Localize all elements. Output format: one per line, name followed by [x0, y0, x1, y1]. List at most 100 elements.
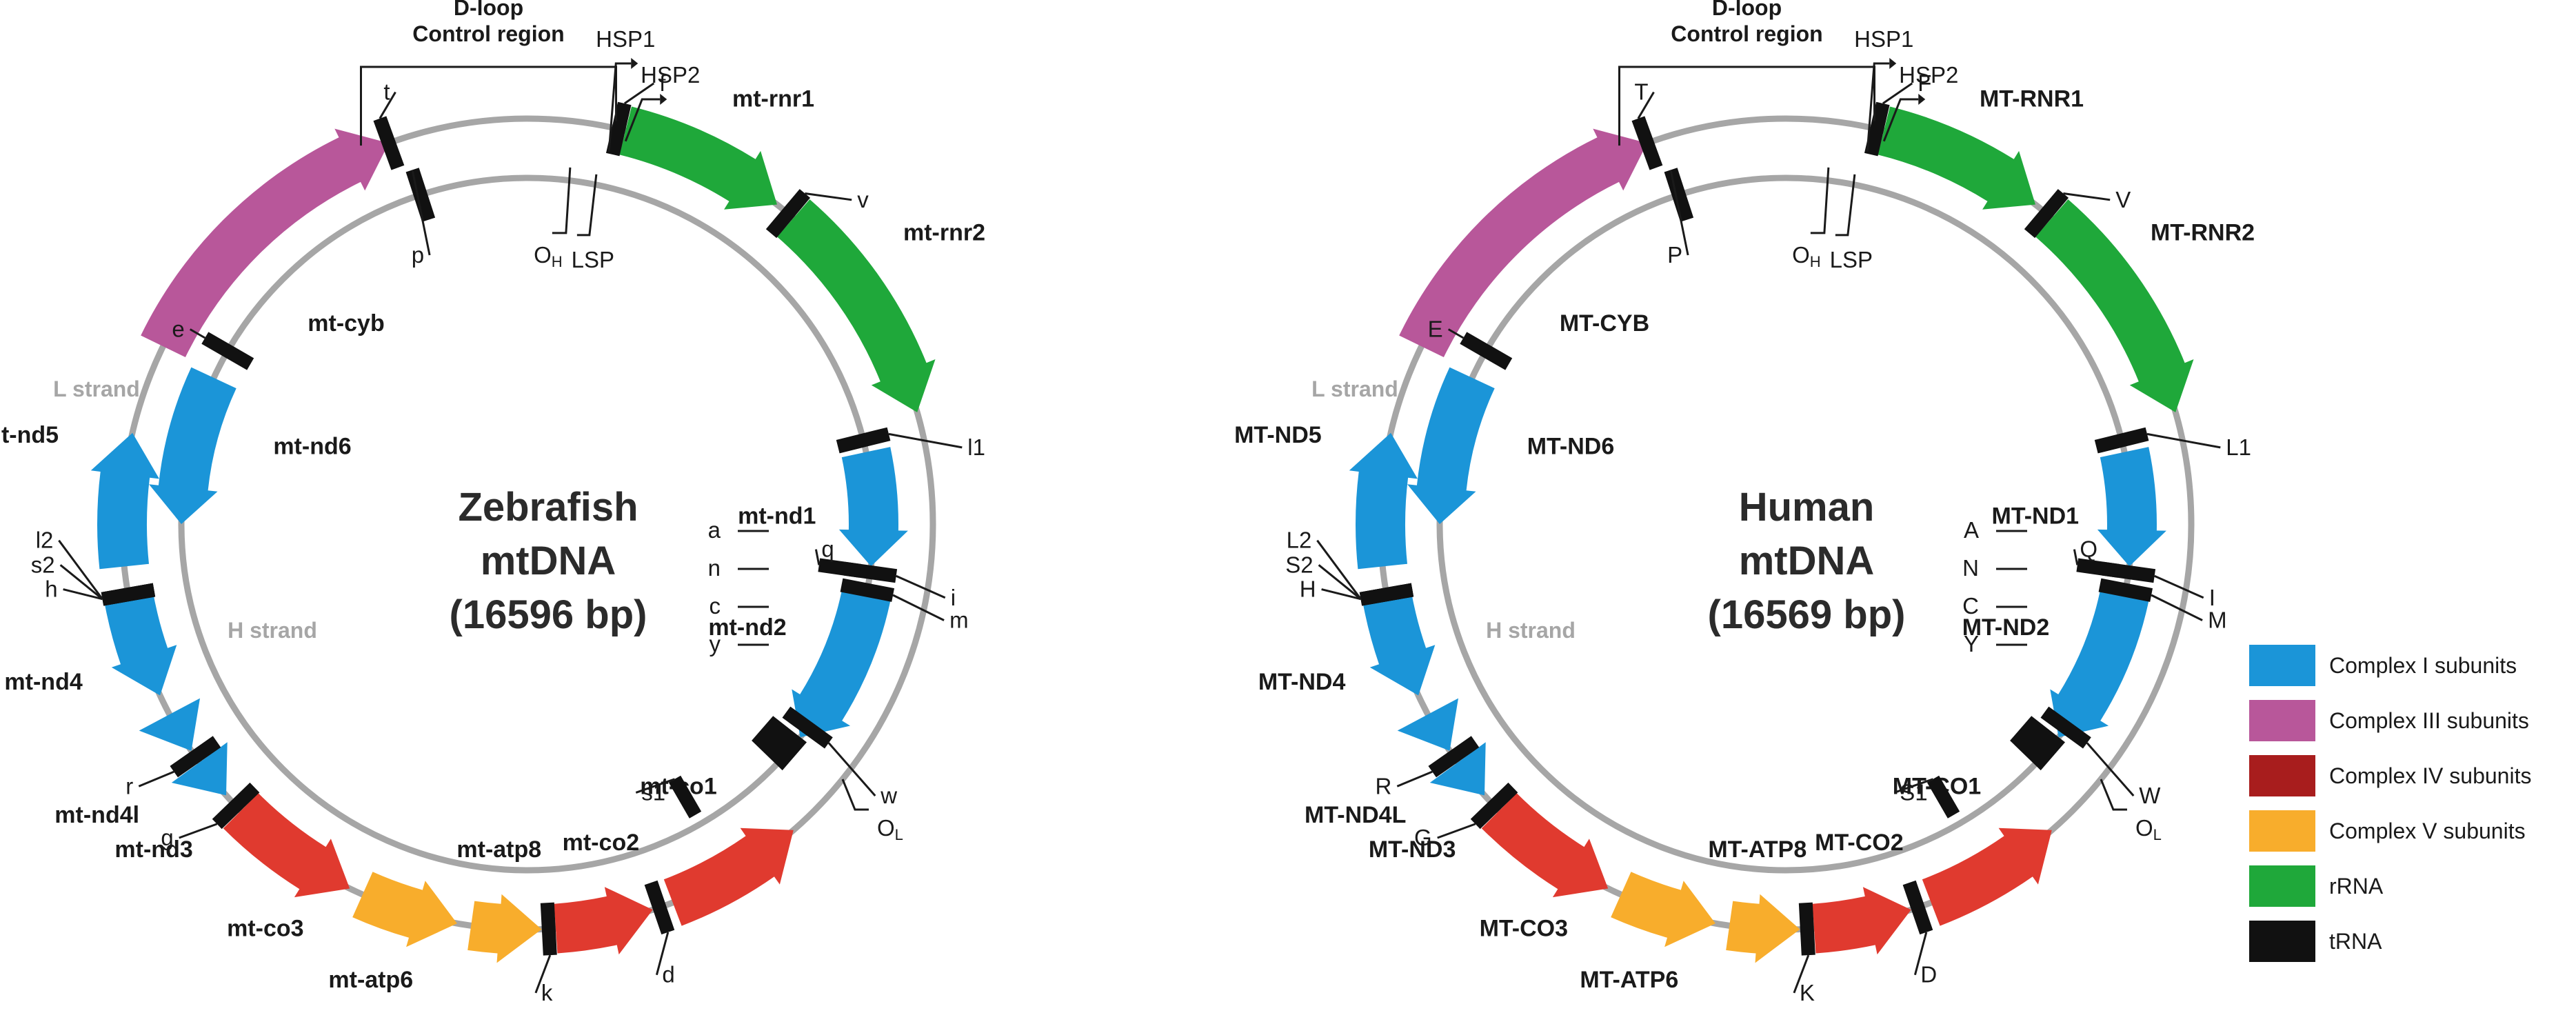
trna-leader: [58, 539, 103, 600]
legend-label: rRNA: [2329, 874, 2384, 899]
oh-arrow: [552, 167, 572, 234]
trna-leader: [1447, 328, 1465, 339]
gene-label: mt-rnr2: [903, 220, 985, 246]
map-zebrafish: mt-rnr1mt-rnr2mt-nd1mt-nd2mt-co1mt-co2mt…: [0, 0, 985, 1005]
trna-leader: [827, 742, 876, 796]
gene-label: MT-ND4: [1258, 669, 1346, 695]
dloop-label: D-loop: [454, 0, 523, 20]
hsp1-arrowhead: [1889, 58, 1897, 69]
trna-label: Q: [2080, 536, 2097, 562]
trna-label: T: [1634, 79, 1648, 105]
gene-mt-rnr1: [1878, 106, 2035, 210]
hsp2-label: HSP2: [1899, 62, 1958, 88]
hsp2-label: HSP2: [641, 62, 700, 88]
hsp1-arrow: [607, 62, 632, 152]
gene-mt-nd5: [90, 432, 159, 570]
trna-label: A: [1964, 517, 1979, 543]
trna-leader: [892, 594, 945, 621]
gene-mt-nd4l: [139, 698, 200, 751]
gene-mt-nd1: [838, 447, 908, 567]
trna-bar: [1470, 782, 1518, 830]
trna-label: S1: [1900, 779, 1927, 805]
trna-leader: [623, 82, 655, 105]
trna-bar: [668, 775, 702, 819]
trna-leader: [189, 328, 206, 339]
legend-swatch: [2249, 921, 2315, 962]
gene-label: mt-nd4l: [54, 802, 139, 828]
trna-label: F: [1918, 70, 1931, 96]
map-title-line: Human: [1739, 485, 1875, 530]
trna-leader: [1437, 823, 1476, 839]
trna-bar: [1902, 880, 1933, 935]
gene-mt-rnr1: [619, 106, 777, 210]
gene-mt-nd4l: [1397, 698, 1458, 751]
trna-label: K: [1800, 980, 1815, 1005]
trna-bar: [2094, 427, 2149, 454]
gene-mt-nd3: [171, 742, 228, 796]
trna-leader: [814, 549, 821, 565]
trna-leader: [888, 432, 963, 449]
gene-label: MT-ND4L: [1305, 802, 1406, 828]
trna-label: n: [708, 555, 721, 581]
gene-label: mt-nd2: [708, 614, 786, 641]
trna-leader: [63, 588, 103, 601]
gene-label: MT-ND6: [1527, 433, 1615, 459]
trna-label: L2: [1287, 528, 1312, 553]
hsp1-label: HSP1: [1854, 26, 1913, 52]
trna-label: L1: [2226, 434, 2251, 460]
gene-label: MT-ND5: [1234, 422, 1322, 448]
trna-label: k: [541, 980, 553, 1005]
trna-label: I: [2209, 585, 2215, 610]
dloop-label: D-loop: [1712, 0, 1782, 20]
hsp2-arrowhead: [1918, 94, 1926, 105]
trna-leader: [534, 954, 552, 994]
legend-swatch: [2249, 865, 2315, 907]
trna-leader: [179, 823, 218, 839]
hsp1-arrowhead: [631, 58, 638, 69]
trna-label: d: [662, 962, 674, 987]
control-region-label: Control region: [412, 21, 564, 46]
legend-label: tRNA: [2329, 929, 2382, 954]
trna-bar: [765, 189, 811, 239]
trna-leader: [2063, 192, 2111, 201]
gene-label: mt-nd4: [4, 669, 82, 695]
hsp1-label: HSP1: [596, 26, 655, 52]
legend-swatch: [2249, 645, 2315, 686]
trna-label: s2: [31, 552, 55, 577]
gene-mt-atp8: [467, 894, 542, 963]
gene-label: MT-CYB: [1560, 310, 1649, 337]
ol-arrow: [841, 779, 869, 811]
trna-label: s1: [641, 779, 665, 805]
gene-mt-co1: [1922, 828, 2052, 926]
gene-mt-nd4: [1362, 590, 1436, 696]
legend-swatch: [2249, 755, 2315, 796]
trna-label: W: [2139, 783, 2161, 808]
trna-label: E: [1428, 317, 1443, 342]
trna-leader: [138, 770, 174, 788]
trna-leader: [1318, 564, 1362, 600]
trna-bar: [818, 558, 861, 578]
trna-label: l2: [36, 528, 54, 553]
trna-bar: [836, 427, 891, 454]
hsp1-arrow: [1866, 62, 1890, 152]
trna-label: Y: [1964, 631, 1979, 656]
trna-leader: [1637, 91, 1655, 119]
trna-leader: [1882, 82, 1913, 105]
map-title-line: Zebrafish: [458, 485, 638, 530]
dloop-bracket: [1618, 66, 1875, 146]
gene-label: mt-co2: [563, 830, 639, 856]
trna-leader: [2073, 549, 2079, 565]
trna-leader: [635, 778, 675, 794]
trna-label: P: [1667, 242, 1682, 268]
trna-label: a: [708, 517, 721, 543]
trna-leader: [1396, 770, 1433, 788]
trna-leader: [2146, 432, 2221, 449]
l-strand-label: L strand: [1311, 377, 1398, 401]
dloop-bracket: [360, 66, 617, 146]
gene-mt-nd1: [2097, 447, 2166, 567]
gene-mt-nd6: [149, 367, 237, 524]
trna-bar: [605, 101, 632, 157]
trna-leader: [1913, 932, 1928, 976]
gene-label: MT-ND2: [1962, 614, 2050, 641]
trna-leader: [2086, 742, 2135, 796]
